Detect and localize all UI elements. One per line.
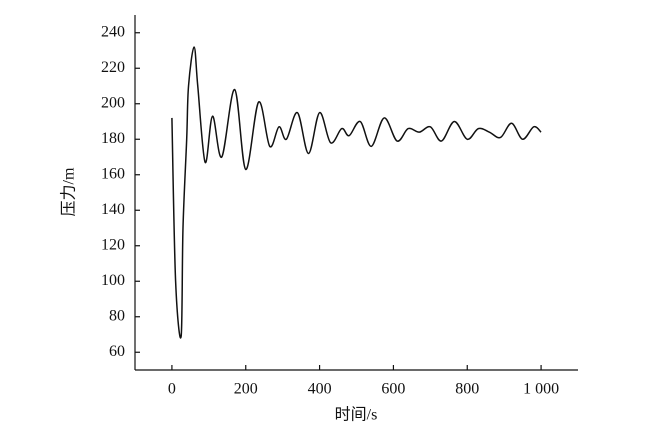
y-tick-label: 160 <box>101 165 125 182</box>
y-tick-label: 140 <box>101 201 125 218</box>
x-tick-label: 400 <box>308 381 332 398</box>
y-tick-label: 100 <box>101 272 125 289</box>
y-tick-label: 240 <box>101 23 125 40</box>
x-axis-label: 时间/s <box>335 406 378 424</box>
line-series <box>171 46 542 339</box>
y-axis-label: 压力/m <box>60 167 78 216</box>
x-tick-label: 200 <box>234 381 258 398</box>
x-tick-label: 1 000 <box>523 381 559 398</box>
y-tick-label: 200 <box>101 94 125 111</box>
x-tick-label: 600 <box>381 381 405 398</box>
y-tick-label: 120 <box>101 236 125 253</box>
y-tick-label: 180 <box>101 130 125 147</box>
y-tick-label: 80 <box>109 307 125 324</box>
y-tick-label: 220 <box>101 59 125 76</box>
x-tick-label: 800 <box>455 381 479 398</box>
y-tick-label: 60 <box>109 343 125 360</box>
x-tick-label: 0 <box>168 381 176 398</box>
